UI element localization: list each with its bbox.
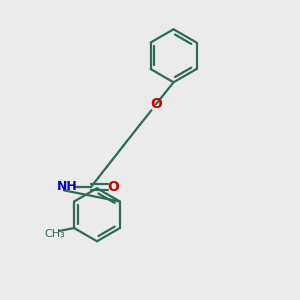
Text: O: O [107,180,119,194]
Text: O: O [150,98,162,111]
Text: CH₃: CH₃ [44,229,65,239]
Text: NH: NH [57,180,78,193]
